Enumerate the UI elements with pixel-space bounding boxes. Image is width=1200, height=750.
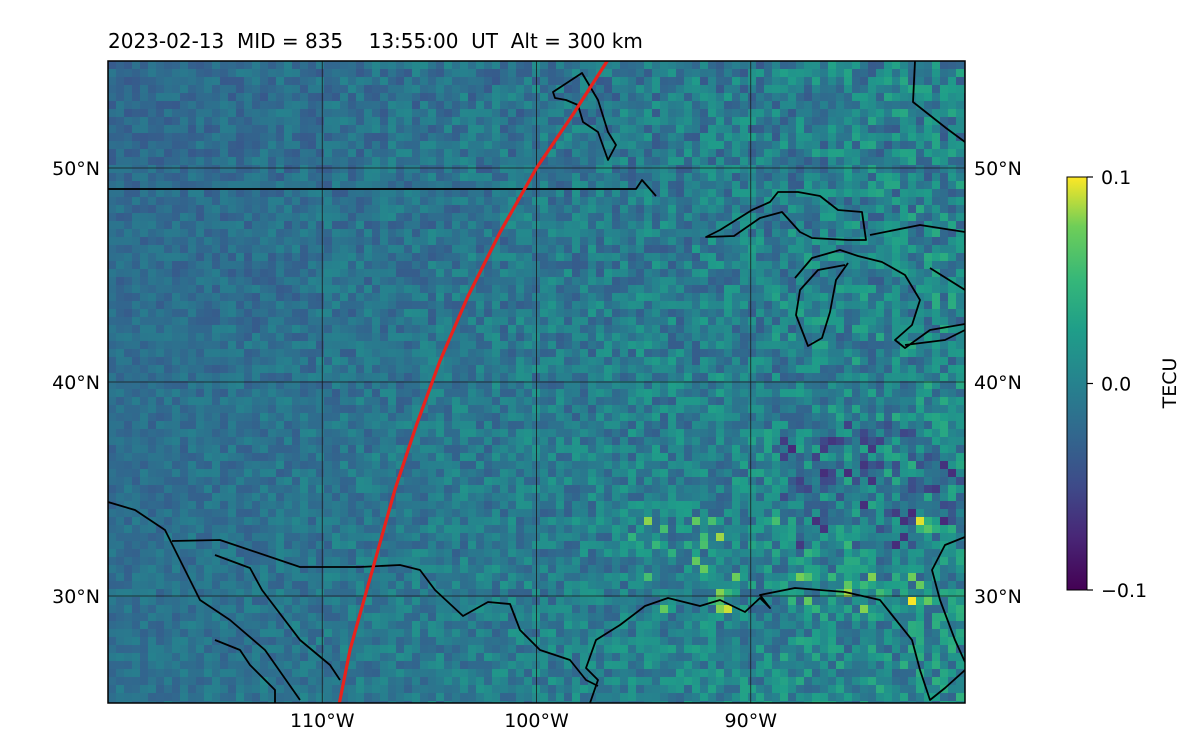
tec-field <box>108 61 965 703</box>
colorbar-tick-label: 0.1 <box>1101 167 1131 189</box>
lat-tick-label-left: 30°N <box>52 586 100 608</box>
axis-tick-labels: 30°N 30°N 40°N 40°N 50°N 50°N 110°W 100°W 90°W <box>52 158 1022 732</box>
lon-tick-label: 110°W <box>290 710 355 732</box>
colorbar-label: TECU <box>1159 358 1181 410</box>
lon-tick-label: 100°W <box>504 710 569 732</box>
satellite-track <box>337 61 609 703</box>
title-date: 2023-02-13 <box>108 29 225 53</box>
lat-tick-label-right: 40°N <box>974 372 1022 394</box>
florida-coast <box>931 536 965 663</box>
lat-tick-label-left: 40°N <box>52 372 100 394</box>
colorbar-tick-label: −0.1 <box>1101 580 1147 602</box>
labrador-coast <box>912 61 965 143</box>
figure-title: 2023-02-13 MID = 835 13:55:00 UT Alt = 3… <box>108 29 643 53</box>
colorbar-ticks: 0.1 0.0 −0.1 <box>1087 167 1147 602</box>
colorbar: 0.1 0.0 −0.1 TECU <box>1066 167 1181 602</box>
lat-tick-label-left: 50°N <box>52 158 100 180</box>
lon-tick-label: 90°W <box>725 710 778 732</box>
us-canada-border <box>108 179 657 197</box>
colorbar-tick-label: 0.0 <box>1101 374 1131 396</box>
colorbar-gradient <box>1066 176 1088 591</box>
lat-tick-label-right: 30°N <box>974 586 1022 608</box>
us-mexico-border <box>171 539 599 687</box>
hudson-bay-coast <box>552 72 617 161</box>
title-alt: Alt = 300 km <box>510 29 643 53</box>
coastlines-and-borders <box>108 61 965 703</box>
gulf-coast <box>585 587 965 703</box>
title-mid: MID = 835 <box>236 29 344 53</box>
lake-superior <box>705 191 867 241</box>
baja-california <box>108 501 341 703</box>
map-frame <box>107 60 966 704</box>
lat-tick-label-right: 50°N <box>974 158 1022 180</box>
great-lakes-michigan-huron <box>794 224 965 349</box>
title-time: 13:55:00 UT <box>368 29 498 53</box>
